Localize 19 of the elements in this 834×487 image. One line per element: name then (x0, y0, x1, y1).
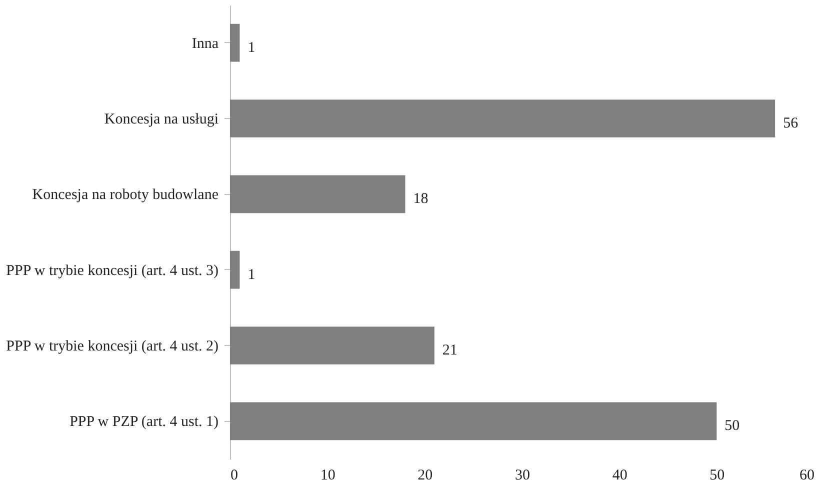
x-tick-label: 60 (800, 468, 814, 484)
x-tick-label: 30 (515, 468, 530, 484)
y-tick-label: PPP w trybie koncesji (art. 4 ust. 2) (6, 338, 219, 354)
x-tick-label: 0 (230, 468, 238, 484)
data-label: 56 (783, 116, 799, 132)
data-label: 50 (724, 418, 740, 434)
data-label: 1 (248, 40, 256, 56)
data-label: 21 (442, 342, 458, 358)
x-tick-label: 10 (320, 468, 336, 484)
x-tick-label: 20 (418, 468, 433, 484)
data-label: 1 (248, 266, 256, 283)
y-tick-label: Koncesja na roboty budowlane (32, 187, 219, 204)
y-tick-label: PPP w PZP (art. 4 ust. 1) (70, 414, 218, 430)
x-tick-label: 40 (612, 468, 628, 484)
y-tick-label: Inna (192, 36, 219, 52)
y-tick-label: PPP w trybie koncesji (art. 4 ust. 3) (6, 262, 219, 279)
x-tick-label: 50 (710, 468, 725, 484)
data-label: 18 (413, 191, 428, 208)
y-tick-label: Koncesja na usługi (104, 112, 218, 128)
